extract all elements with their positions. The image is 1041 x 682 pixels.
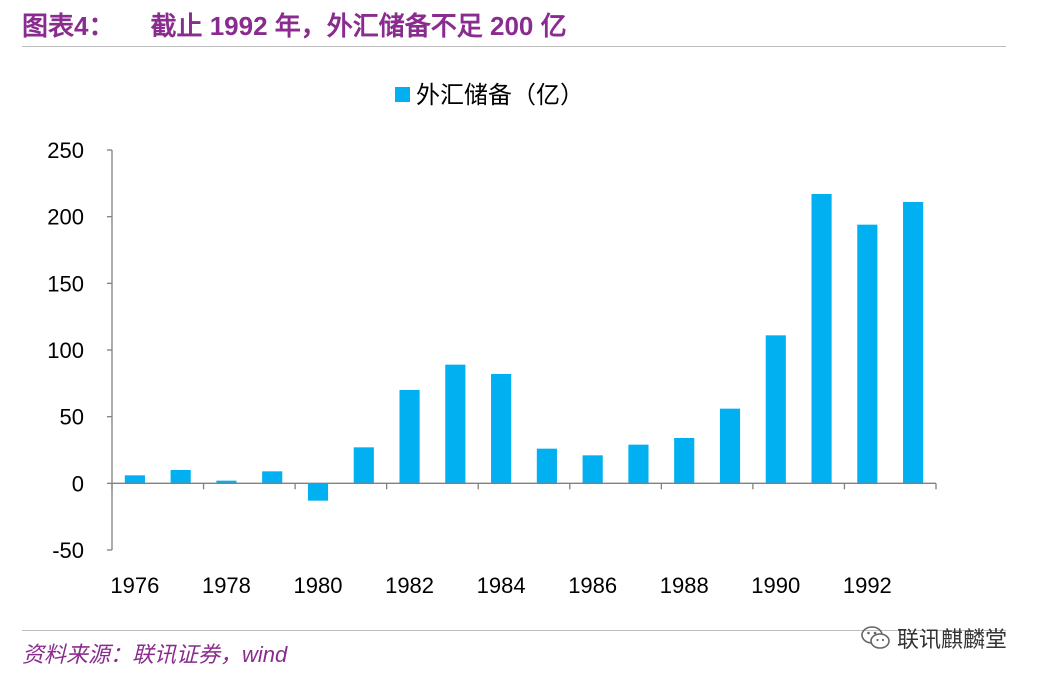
x-tick-label: 1982	[385, 573, 434, 598]
bar	[536, 448, 557, 484]
bar-chart: 外汇储备（亿） -50 0 50 100 150 200 250 1976 1978 1980 198…	[47, 82, 937, 598]
bar	[445, 364, 466, 484]
y-tick-label: 0	[72, 471, 84, 496]
x-tick-label: 1986	[568, 573, 617, 598]
title-divider	[22, 46, 1006, 47]
bar	[262, 471, 283, 484]
source-divider	[22, 630, 1006, 631]
bar	[674, 438, 695, 484]
x-tick-label: 1992	[843, 573, 892, 598]
bar	[216, 480, 237, 484]
bar	[353, 447, 374, 484]
bar	[903, 202, 924, 484]
bar	[857, 224, 878, 484]
bar	[307, 483, 329, 501]
bar	[491, 374, 512, 484]
bar	[124, 475, 145, 484]
legend-label: 外汇储备（亿）	[416, 82, 584, 109]
x-tick-label: 1976	[110, 573, 159, 598]
legend-swatch	[395, 87, 410, 102]
y-tick-label: 250	[47, 138, 84, 163]
y-tick-label: 100	[47, 338, 84, 363]
wechat-icon	[861, 626, 890, 649]
x-tick-label: 1980	[294, 573, 343, 598]
source-note: 资料来源：联讯证券，wind	[22, 642, 288, 667]
bar	[719, 408, 741, 484]
x-tick-label: 1988	[660, 573, 709, 598]
y-tick-label: -50	[52, 538, 84, 563]
x-tick-label: 1990	[751, 573, 800, 598]
y-tick-label: 200	[47, 205, 84, 230]
figure-title-text: 截止 1992 年，外汇储备不足 200 亿	[150, 11, 567, 41]
bar	[170, 470, 191, 484]
y-tick-label: 150	[47, 271, 84, 296]
watermark: 联讯麒麟堂	[861, 622, 1007, 654]
watermark-text: 联讯麒麟堂	[896, 627, 1007, 652]
bar	[399, 390, 420, 484]
figure-label: 图表4：	[22, 11, 115, 41]
x-tick-label: 1978	[202, 573, 251, 598]
y-tick-label: 50	[60, 405, 84, 430]
bar	[582, 455, 603, 484]
figure-title: 图表4： 截止 1992 年，外汇储备不足 200 亿	[22, 6, 567, 43]
bar	[811, 194, 832, 484]
bar	[765, 335, 786, 484]
bar	[628, 444, 649, 484]
x-tick-label: 1984	[477, 573, 526, 598]
